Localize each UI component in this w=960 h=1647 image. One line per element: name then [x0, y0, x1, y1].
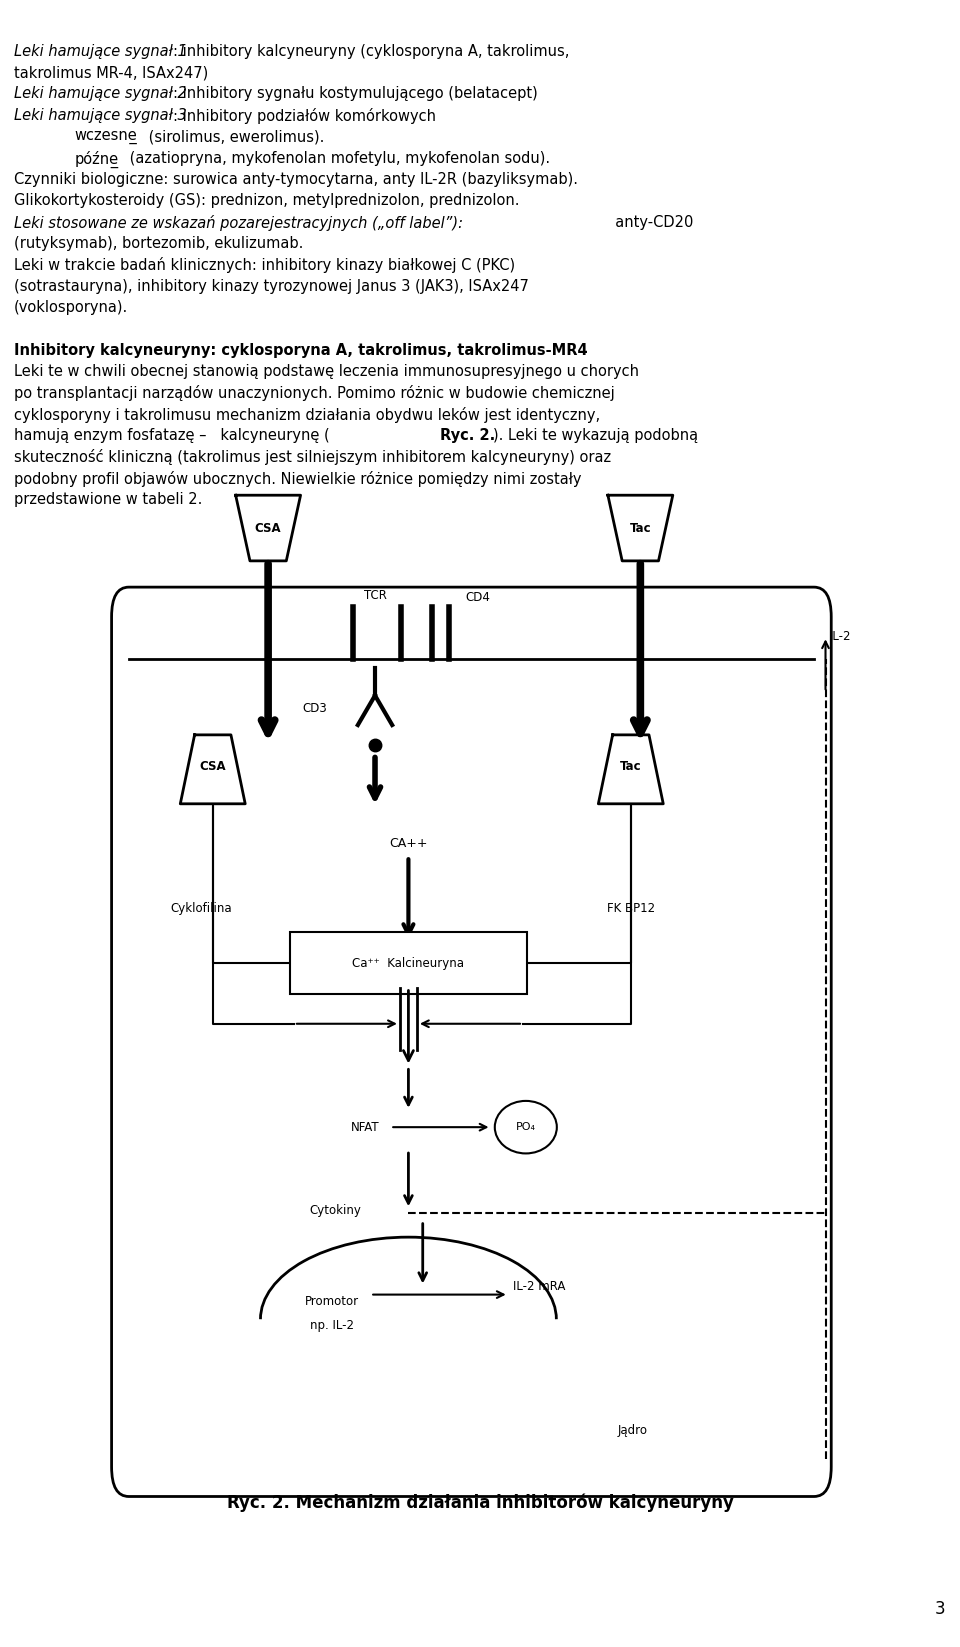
Polygon shape	[180, 735, 245, 804]
Text: Leki stosowane ze wskazań pozarejestracyjnych („off label”):: Leki stosowane ze wskazań pozarejestracy…	[14, 214, 464, 231]
Text: cyklosporyny i takrolimusu mechanizm działania obydwu leków jest identyczny,: cyklosporyny i takrolimusu mechanizm dzi…	[14, 407, 600, 423]
Text: Ryc. 2.: Ryc. 2.	[440, 428, 495, 443]
Text: 3: 3	[935, 1599, 946, 1617]
Text: Leki hamujące sygnał 3: Leki hamujące sygnał 3	[14, 107, 187, 124]
Text: Cyklofilina: Cyklofilina	[171, 903, 232, 916]
Text: Leki hamujące sygnał 2: Leki hamujące sygnał 2	[14, 87, 187, 102]
Text: CD3: CD3	[302, 702, 327, 715]
Text: CSA: CSA	[254, 522, 281, 535]
Text: : inhibitory kalcyneuryny (cyklosporyna A, takrolimus,: : inhibitory kalcyneuryny (cyklosporyna …	[173, 44, 569, 59]
Text: Czynniki biologiczne: surowica anty-tymocytarna, anty IL-2R (bazyliksymab).: Czynniki biologiczne: surowica anty-tymo…	[14, 171, 578, 186]
Text: CD4: CD4	[466, 591, 491, 603]
FancyBboxPatch shape	[290, 932, 527, 995]
Text: hamują enzym fosfatazę –   kalcyneurynę (: hamują enzym fosfatazę – kalcyneurynę (	[14, 428, 330, 443]
Text: Cytokiny: Cytokiny	[309, 1204, 361, 1217]
Text: przedstawione w tabeli 2.: przedstawione w tabeli 2.	[14, 492, 203, 507]
Text: ). Leki te wykazują podobną: ). Leki te wykazują podobną	[493, 428, 699, 443]
Text: skuteczność kliniczną (takrolimus jest silniejszym inhibitorem kalcyneuryny) ora: skuteczność kliniczną (takrolimus jest s…	[14, 450, 612, 464]
Text: NFAT: NFAT	[351, 1120, 380, 1133]
Text: Tac: Tac	[630, 522, 651, 535]
Ellipse shape	[494, 1100, 557, 1153]
Text: : inhibitory sygnału kostymulującego (belatacept): : inhibitory sygnału kostymulującego (be…	[173, 87, 538, 102]
Text: podobny profil objawów ubocznych. Niewielkie różnice pomiędzy nimi zostały: podobny profil objawów ubocznych. Niewie…	[14, 471, 582, 486]
Text: (voklosporyna).: (voklosporyna).	[14, 300, 129, 315]
Text: Jądro: Jądro	[617, 1425, 648, 1438]
Text: (azatiopryna, mykofenolan mofetylu, mykofenolan sodu).: (azatiopryna, mykofenolan mofetylu, myko…	[125, 150, 550, 165]
Text: CSA: CSA	[200, 759, 226, 772]
Text: anty-CD20: anty-CD20	[606, 214, 693, 229]
Text: Promotor: Promotor	[305, 1295, 359, 1308]
Text: wczesne̲: wczesne̲	[74, 128, 137, 145]
Text: Ryc. 2. Mechanizm działania inhibitorów kalcyneuryny: Ryc. 2. Mechanizm działania inhibitorów …	[227, 1494, 733, 1512]
Text: Inhibitory kalcyneuryny: cyklosporyna A, takrolimus, takrolimus-MR4: Inhibitory kalcyneuryny: cyklosporyna A,…	[14, 343, 588, 357]
Text: FK BP12: FK BP12	[607, 903, 655, 916]
Text: Tac: Tac	[620, 759, 641, 772]
Text: późne̲: późne̲	[74, 150, 118, 168]
Text: (sirolimus, ewerolimus).: (sirolimus, ewerolimus).	[144, 128, 324, 145]
Text: IL-2 mRA: IL-2 mRA	[514, 1280, 565, 1293]
Text: PO₄: PO₄	[516, 1122, 536, 1131]
Polygon shape	[235, 496, 300, 562]
Text: Ca⁺⁺  Kalcineuryna: Ca⁺⁺ Kalcineuryna	[352, 957, 465, 970]
Polygon shape	[608, 496, 673, 562]
Text: TCR: TCR	[364, 590, 387, 601]
Text: (rutyksymab), bortezomib, ekulizumab.: (rutyksymab), bortezomib, ekulizumab.	[14, 236, 303, 250]
Text: Leki w trakcie badań klinicznych: inhibitory kinazy białkowej C (PKC): Leki w trakcie badań klinicznych: inhibi…	[14, 257, 516, 273]
Text: Leki hamujące sygnał 1: Leki hamujące sygnał 1	[14, 44, 187, 59]
Polygon shape	[598, 735, 663, 804]
FancyBboxPatch shape	[111, 586, 831, 1497]
Text: : inhibitory podziałów komórkowych: : inhibitory podziałów komórkowych	[173, 107, 436, 124]
Text: IL-2: IL-2	[830, 629, 852, 642]
Text: np. IL-2: np. IL-2	[310, 1319, 354, 1332]
Text: Glikokortykosteroidy (GS): prednizon, metylprednizolon, prednizolon.: Glikokortykosteroidy (GS): prednizon, me…	[14, 193, 519, 208]
Text: po transplantacji narządów unaczynionych. Pomimo różnic w budowie chemicznej: po transplantacji narządów unaczynionych…	[14, 385, 615, 402]
Text: CA++: CA++	[389, 837, 427, 850]
Text: (sotrastauryna), inhibitory kinazy tyrozynowej Janus 3 (JAK3), ISAx247: (sotrastauryna), inhibitory kinazy tyroz…	[14, 278, 529, 293]
Text: Leki te w chwili obecnej stanowią podstawę leczenia immunosupresyjnego u chorych: Leki te w chwili obecnej stanowią podsta…	[14, 364, 639, 379]
Text: takrolimus MR-4, ISAx247): takrolimus MR-4, ISAx247)	[14, 66, 208, 81]
